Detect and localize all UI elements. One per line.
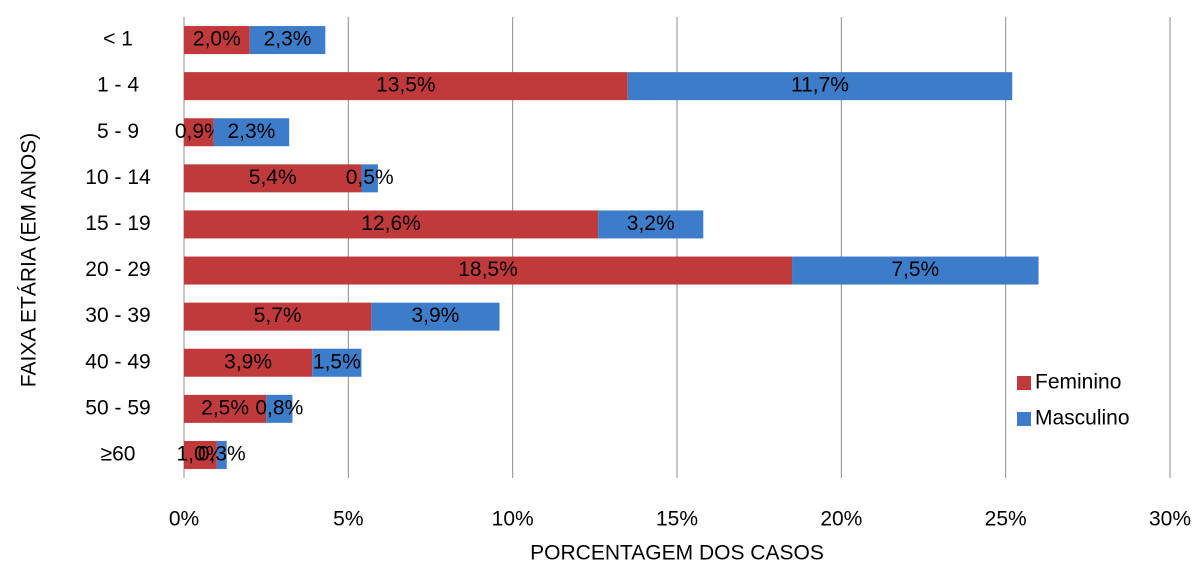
x-tick-label: 15% [656, 508, 698, 531]
value-label: 2,0% [193, 28, 241, 51]
value-label: 5,7% [254, 304, 302, 327]
y-tick-label: 30 - 39 [85, 304, 150, 327]
bar-segment [598, 210, 704, 239]
bar-segment [184, 26, 250, 55]
x-tick-label: 25% [985, 508, 1027, 531]
bar-segment [627, 72, 1013, 101]
bar-segment [184, 164, 362, 193]
value-label: 2,3% [227, 120, 275, 143]
x-tick-label: 20% [820, 508, 862, 531]
bar-segment [184, 118, 214, 147]
value-label: 1,0% [176, 442, 224, 465]
bar-segment [312, 348, 362, 377]
bar-segment [216, 440, 227, 469]
bar-segment [361, 164, 378, 193]
y-tick-label: < 1 [103, 28, 133, 51]
value-label: 1,5% [313, 350, 361, 373]
value-label: 18,5% [458, 258, 518, 281]
x-tick-label: 10% [492, 508, 534, 531]
bar-segment [184, 210, 599, 239]
x-tick-label: 0% [169, 508, 199, 531]
x-tick-label: 5% [333, 508, 363, 531]
value-label: 3,2% [627, 212, 675, 235]
y-tick-label: 20 - 29 [85, 258, 150, 281]
y-axis-title: FAIXA ETÁRIA (EM ANOS) [18, 133, 41, 387]
value-label: 0,5% [346, 166, 394, 189]
bar-segment [184, 256, 793, 285]
value-label: 2,3% [264, 28, 312, 51]
bar-segment [266, 394, 293, 423]
value-label: 0,9% [175, 120, 223, 143]
legend-swatch [1017, 376, 1031, 390]
y-tick-label: 1 - 4 [97, 74, 139, 97]
value-label: 2,5% [201, 396, 249, 419]
bar-segment [184, 394, 267, 423]
y-tick-label: 50 - 59 [85, 396, 150, 419]
bar-segment [184, 348, 313, 377]
value-label: 5,4% [249, 166, 297, 189]
value-label: 3,9% [411, 304, 459, 327]
bar-segment [792, 256, 1039, 285]
y-tick-label: ≥60 [101, 442, 136, 465]
bar-segment [184, 302, 372, 331]
bar-segment [249, 26, 326, 55]
y-tick-label: 40 - 49 [85, 350, 150, 373]
legend-label: Feminino [1035, 371, 1121, 394]
value-label: 11,7% [791, 74, 849, 97]
value-label: 0,3% [198, 442, 246, 465]
bar-segment [184, 72, 628, 101]
y-tick-label: 15 - 19 [85, 212, 150, 235]
y-tick-label: 10 - 14 [85, 166, 151, 189]
bar-segment [371, 302, 500, 331]
x-axis-title: PORCENTAGEM DOS CASOS [530, 542, 824, 565]
x-tick-label: 30% [1149, 508, 1191, 531]
value-label: 3,9% [224, 350, 272, 373]
legend-label: Masculino [1035, 407, 1130, 430]
value-label: 0,8% [255, 396, 303, 419]
value-label: 7,5% [891, 258, 939, 281]
value-label: 12,6% [361, 212, 421, 235]
value-label: 13,5% [376, 74, 436, 97]
bar-segment [184, 440, 217, 469]
bar-segment [213, 118, 290, 147]
legend-swatch [1017, 412, 1031, 426]
y-tick-label: 5 - 9 [97, 120, 139, 143]
